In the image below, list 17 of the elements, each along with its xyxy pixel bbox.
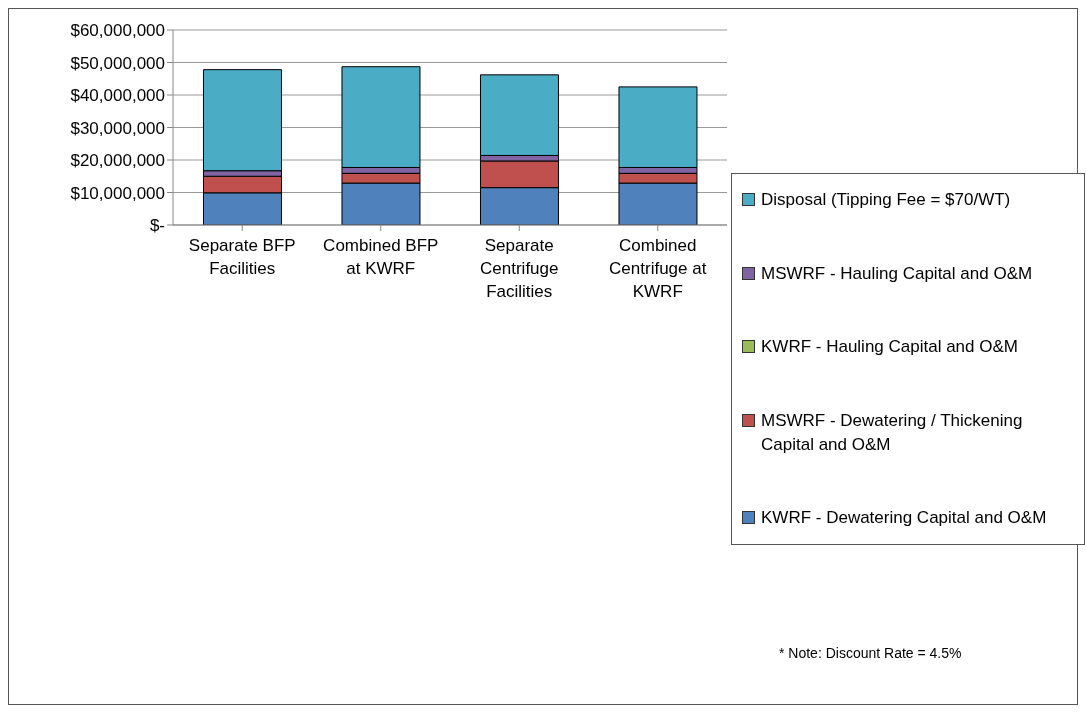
- x-tick-label: Combined Centrifuge at KWRF: [609, 236, 707, 301]
- y-tick-label: $-: [149, 216, 165, 236]
- legend-label: Disposal (Tipping Fee = $70/WT): [761, 189, 1011, 211]
- y-tick-label: $10,000,000: [70, 183, 165, 203]
- legend-label: MSWRF - Dewatering / Thickening Capital and O&M: [761, 409, 1024, 456]
- y-tick-label: $50,000,000: [70, 53, 165, 73]
- legend-label: MSWRF - Hauling Capital and O&M: [761, 262, 1033, 285]
- y-tick-label: $30,000,000: [70, 118, 165, 138]
- y-tick-label: $60,000,000: [70, 21, 165, 41]
- x-tick-label: Separate BFP Facilities: [188, 236, 296, 278]
- y-tick-label: $20,000,000: [70, 151, 165, 171]
- legend-label: KWRF - Dewatering Capital and O&M: [761, 507, 1047, 529]
- x-tick-label: Separate Centrifuge Facilities: [480, 236, 559, 301]
- text: * Note: Discount Rate = 4.5%: [779, 645, 962, 661]
- legend-label: KWRF - Hauling Capital and O&M: [761, 336, 1018, 358]
- y-tick-label: $40,000,000: [70, 86, 165, 106]
- x-tick-label: Combined BFP at KWRF: [323, 236, 439, 278]
